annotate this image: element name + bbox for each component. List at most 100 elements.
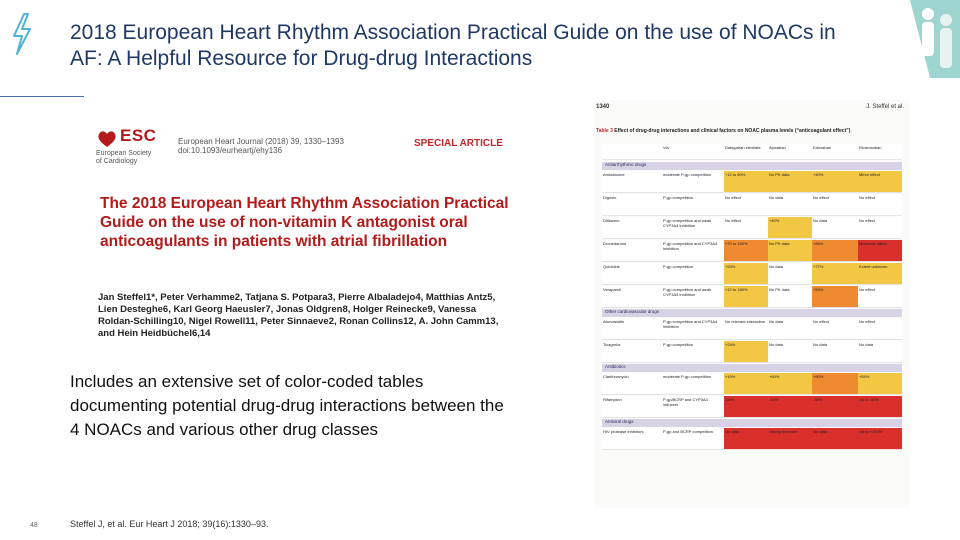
table-drug-cell: Atorvastatin	[602, 318, 662, 340]
table-effect-cell: -54%	[768, 396, 812, 418]
slide-description: Includes an extensive set of color-coded…	[70, 372, 504, 439]
table-drug-cell: Clarithromycin	[602, 373, 662, 395]
table-via-cell: P-gp competition and weak CYP3A4 inhibit…	[662, 286, 724, 308]
table-section-header: Antiviral drugs	[602, 419, 902, 427]
table-effect-cell: No data	[812, 428, 858, 450]
table-header-cell: Edoxaban	[812, 144, 858, 160]
table-effect-cell: +77%	[812, 263, 858, 285]
table-drug-cell: Ticagrelor	[602, 341, 662, 363]
table-effect-cell: +12 to 180%	[724, 286, 768, 308]
author-list: Jan Steffel1*, Peter Verhamme2, Tatjana …	[98, 292, 499, 339]
table-effect-cell: No PK data	[768, 171, 812, 193]
running-head: J. Steffel et al.	[866, 104, 904, 110]
doctors-illustration	[900, 0, 960, 78]
table-drug-cell: Dronedarone	[602, 240, 662, 262]
table-effect-cell: Up to -50%	[858, 396, 902, 418]
esc-logo: ESC	[96, 126, 176, 168]
table-via-cell: P-gp competition and CYP3A4 inhibition	[662, 318, 724, 340]
society-name: European Society of Cardiology	[96, 150, 151, 166]
society-line: of Cardiology	[96, 158, 138, 165]
table-effect-cell: +85%	[812, 240, 858, 262]
journal-reference: European Heart Journal (2018) 39, 1330–1…	[178, 137, 344, 155]
table-effect-cell: +12 to 60%	[724, 171, 768, 193]
table-effect-cell: No effect	[724, 217, 768, 239]
slide-title: 2018 European Heart Rhythm Association P…	[70, 21, 836, 70]
table-caption-text: Effect of drug-drug interactions and cli…	[614, 128, 851, 134]
table-via-cell: P-gp competition	[662, 194, 724, 216]
table-effect-cell: Up to +153%	[858, 428, 902, 450]
table-drug-cell: Quinidine	[602, 263, 662, 285]
esc-logo-text: ESC	[120, 126, 157, 145]
table-effect-cell: +40%	[768, 217, 812, 239]
table-via-cell: moderate P-gp competition	[662, 373, 724, 395]
table-effect-cell: -66%	[724, 396, 768, 418]
table-via-cell: P-gp competition and CYP3A4 inhibition	[662, 240, 724, 262]
heart-icon	[98, 131, 116, 147]
table-effect-cell: No relevant interaction	[724, 318, 768, 340]
table-drug-cell: Rifampicin	[602, 396, 662, 418]
table-effect-cell: Extent unknown	[858, 263, 902, 285]
table-drug-cell: HIV protease inhibitors	[602, 428, 662, 450]
slide-number: 48	[30, 522, 38, 529]
table-header-cell: Via	[662, 144, 724, 160]
table-drug-cell: Digoxin	[602, 194, 662, 216]
table-via-cell: P-gp competition	[662, 341, 724, 363]
table-effect-cell: No effect	[858, 217, 902, 239]
table-caption: Table 3 Effect of drug-drug interactions…	[596, 128, 906, 134]
table-effect-cell: +53%	[724, 263, 768, 285]
society-line: European Society	[96, 150, 152, 157]
table-header-cell: Apixaban	[768, 144, 812, 160]
table-drug-cell: Diltiazem	[602, 217, 662, 239]
table-via-cell: moderate P-gp competition	[662, 171, 724, 193]
table-drug-cell: Verapamil	[602, 286, 662, 308]
table-effect-cell: +70 to 100%	[724, 240, 768, 262]
table-section-header: Other cardiovascular drugs	[602, 309, 902, 317]
table-effect-cell: No data	[768, 194, 812, 216]
table-effect-cell: No effect	[858, 286, 902, 308]
table-header-cell	[602, 144, 662, 160]
table-effect-cell: No data	[768, 263, 812, 285]
table-effect-cell: +19%	[724, 373, 768, 395]
table-effect-cell: +54%	[858, 373, 902, 395]
table-effect-cell: Minor effect	[858, 171, 902, 193]
section-label: SPECIAL ARTICLE	[414, 138, 503, 149]
interaction-table-page: 1340 J. Steffel et al. Table 3 Effect of…	[594, 100, 910, 508]
table-via-cell: P-gp and BCRP competition	[662, 428, 724, 450]
table-effect-cell: No data	[724, 428, 768, 450]
table-effect-cell: No PK data	[768, 240, 812, 262]
page-number: 1340	[596, 104, 610, 110]
table-effect-cell: +60%	[768, 373, 812, 395]
table-effect-cell: No data	[768, 318, 812, 340]
table-section-header: Antiarrhythmic drugs	[602, 162, 902, 170]
table-effect-cell: No effect	[812, 194, 858, 216]
table-via-cell: P-gp/BCRP and CYP3A4 inducers	[662, 396, 724, 418]
table-header-cell: Rivaroxaban	[858, 144, 902, 160]
table-effect-cell: +90%	[812, 373, 858, 395]
table-effect-cell: +53%	[812, 286, 858, 308]
table-effect-cell: +40%	[812, 171, 858, 193]
table-effect-cell: No effect	[812, 318, 858, 340]
table-via-cell: P-gp competition and weak CYP3A4 inhibit…	[662, 217, 724, 239]
table-effect-cell: No data	[768, 341, 812, 363]
lightning-bolt-icon	[13, 13, 31, 55]
doi-line: doi:10.1093/eurheartj/ehy136	[178, 146, 283, 155]
table-effect-cell: +24%	[724, 341, 768, 363]
interaction-table: Via Dabigatran etexilate Apixaban Edoxaban R…	[602, 144, 902, 504]
title-divider	[0, 96, 84, 97]
table-effect-cell: No data	[858, 341, 902, 363]
table-effect-cell: Moderate effect	[858, 240, 902, 262]
article-title-page: ESC European Society of Cardiology Europ…	[96, 126, 516, 346]
table-effect-cell: No effect	[858, 194, 902, 216]
table-effect-cell: No PK data	[768, 286, 812, 308]
table-effect-cell: No data	[812, 217, 858, 239]
table-effect-cell: No effect	[858, 318, 902, 340]
table-via-cell: P-gp competition	[662, 263, 724, 285]
table-effect-cell: No data	[812, 341, 858, 363]
table-label: Table 3	[596, 128, 613, 134]
journal-line: European Heart Journal (2018) 39, 1330–1…	[178, 137, 344, 146]
table-effect-cell: -35%	[812, 396, 858, 418]
table-effect-cell: No effect	[724, 194, 768, 216]
citation: Steffel J, et al. Eur Heart J 2018; 39(1…	[70, 519, 269, 529]
table-effect-cell: Strong increase	[768, 428, 812, 450]
table-drug-cell: Amiodarone	[602, 171, 662, 193]
